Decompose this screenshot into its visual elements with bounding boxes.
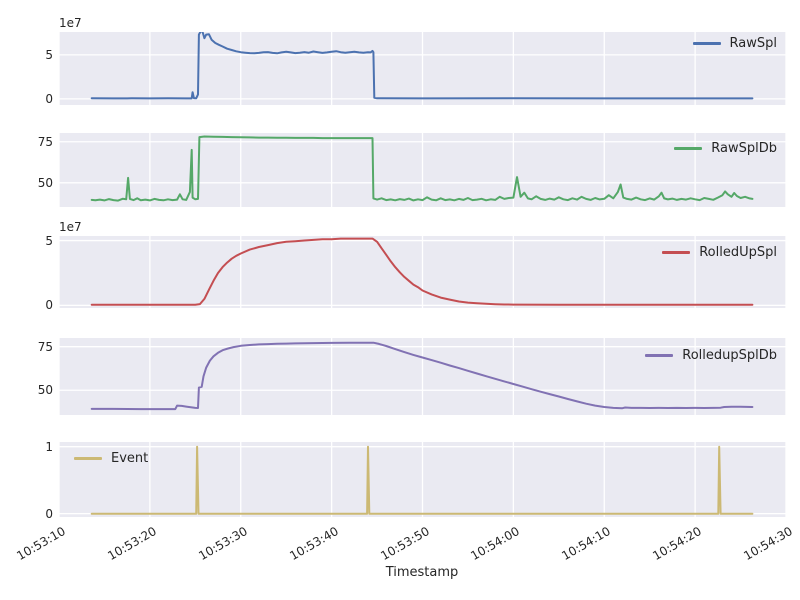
axes-RolledupSplDb: RolledupSplDb — [59, 338, 786, 415]
axes-RawSplDb: RawSplDb — [59, 133, 786, 207]
legend-RolledupSplDb: RolledupSplDb — [645, 348, 777, 363]
legend-line-sample-icon — [692, 42, 721, 45]
legend-label: RawSplDb — [711, 141, 777, 156]
x-tick-label: 10:54:20 — [650, 524, 705, 564]
axes-RolledUpSpl: RolledUpSpl — [59, 236, 786, 308]
legend-RawSplDb: RawSplDb — [674, 141, 777, 156]
legend-label: RolledupSplDb — [682, 348, 777, 363]
plot-area-Event — [59, 442, 786, 517]
y-tick-label: 1 — [45, 439, 53, 454]
y-tick-label: 75 — [37, 134, 53, 149]
x-tick-label: 10:53:40 — [286, 524, 341, 564]
x-axis-title: Timestamp — [385, 565, 459, 580]
legend-Event: Event — [74, 451, 148, 466]
Event-line — [90, 445, 754, 515]
legend-RolledUpSpl: RolledUpSpl — [662, 245, 777, 260]
y-tick-label: 50 — [37, 175, 53, 190]
legend-label: Event — [111, 451, 149, 466]
y-tick-label: 0 — [45, 506, 53, 521]
legend-line-sample-icon — [662, 251, 691, 254]
y-tick-label: 5 — [45, 47, 53, 62]
y-tick-label: 0 — [45, 91, 53, 106]
x-tick-label: 10:53:20 — [105, 524, 159, 564]
x-tick-label: 10:53:50 — [377, 524, 432, 564]
y-axis-offset-text: 1e7 — [59, 16, 82, 30]
axes-Event: Event — [59, 442, 786, 517]
x-tick-label: 10:54:30 — [741, 524, 795, 564]
y-tick-label: 5 — [45, 233, 53, 248]
legend-RawSpl: RawSpl — [692, 36, 777, 51]
plot-area-RawSpl — [59, 32, 786, 105]
legend-label: RawSpl — [729, 36, 777, 51]
RawSplDb-line — [90, 135, 754, 202]
legend-line-sample-icon — [645, 354, 674, 357]
legend-line-sample-icon — [74, 457, 102, 460]
x-tick-label: 10:54:00 — [468, 524, 523, 564]
RolledupSplDb-line — [90, 341, 754, 411]
x-tick-label: 10:53:30 — [196, 524, 250, 564]
legend-line-sample-icon — [674, 147, 703, 150]
y-axis-offset-text: 1e7 — [59, 220, 82, 234]
axes-RawSpl: RawSpl — [59, 32, 786, 105]
x-tick-label: 10:54:10 — [559, 524, 614, 564]
x-tick-label: 10:53:10 — [14, 524, 68, 564]
plot-area-RolledUpSpl — [59, 236, 786, 308]
legend-label: RolledUpSpl — [699, 245, 777, 260]
y-tick-label: 50 — [37, 383, 53, 398]
plot-area-RolledupSplDb — [59, 338, 786, 415]
plot-area-RawSplDb — [59, 133, 786, 207]
y-tick-label: 0 — [45, 298, 53, 313]
RolledUpSpl-line — [90, 237, 754, 306]
RawSpl-line — [90, 32, 754, 100]
y-tick-label: 75 — [37, 339, 53, 354]
